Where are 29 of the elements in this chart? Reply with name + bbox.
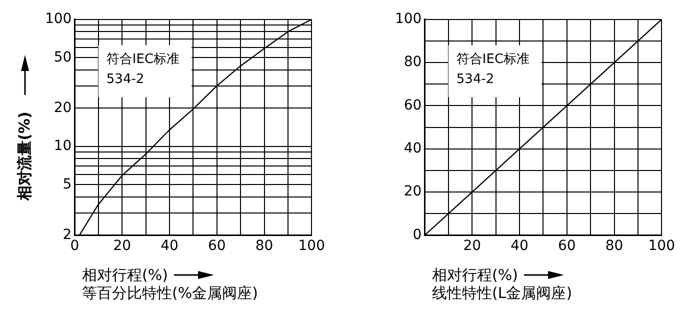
- x-tick-label: 60: [558, 238, 576, 254]
- annotation: 符合IEC标准 534-2: [456, 52, 530, 88]
- x-tick-label: 80: [255, 238, 274, 254]
- text: 等百分比特性(%金属阀座): [82, 284, 259, 302]
- y-tick-label: 100: [394, 11, 422, 28]
- x-tick-label: 40: [160, 238, 178, 254]
- x-tick-label: 100: [298, 238, 326, 254]
- x-tick-label: 100: [648, 238, 676, 254]
- x-tick-label: 80: [605, 238, 624, 254]
- y-tick-label: 10: [54, 138, 72, 154]
- x-tick-label: 20: [113, 238, 132, 254]
- y-tick-label: 20: [54, 100, 72, 116]
- y-tick-label: 80: [404, 54, 422, 70]
- y-tick-label: 0: [412, 226, 422, 243]
- y-tick-label: 50: [54, 49, 72, 66]
- y-tick-label: 20: [404, 184, 422, 200]
- x-axis-title: 相对行程(%): [432, 266, 518, 284]
- y-tick-label: 60: [404, 97, 422, 114]
- x-tick-label: 20: [463, 238, 482, 254]
- x-tick-label: 40: [510, 238, 528, 254]
- x-tick-label: 60: [208, 238, 226, 254]
- y-tick-label: 5: [62, 176, 72, 192]
- y-tick-label: 2: [62, 226, 72, 243]
- y-tick-label: 100: [44, 11, 72, 28]
- y-tick-label: 40: [404, 140, 422, 157]
- y-axis-title: 相对流量(%): [16, 112, 34, 200]
- text: 线性特性(L金属阀座): [432, 284, 574, 302]
- annotation: 符合IEC标准 534-2: [106, 52, 180, 88]
- x-axis-title: 相对行程(%): [82, 266, 168, 284]
